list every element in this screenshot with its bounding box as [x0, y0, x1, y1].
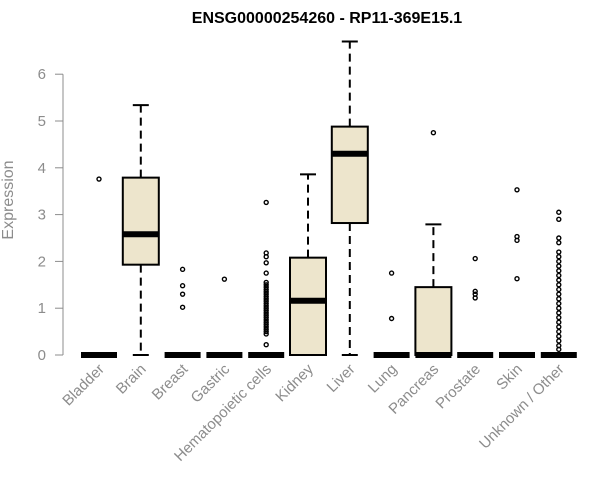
- box-group: [121, 104, 160, 356]
- outlier-point: [556, 239, 562, 246]
- box-group: [540, 209, 577, 358]
- outlier-point: [556, 300, 562, 307]
- outlier-point: [556, 282, 562, 288]
- outlier-point: [388, 315, 395, 322]
- outlier-point: [430, 129, 437, 136]
- outlier-point: [556, 305, 562, 311]
- box-group: [81, 176, 117, 358]
- x-category-label: Bladder: [59, 361, 108, 410]
- outlier-point: [556, 328, 562, 335]
- outlier-point: [556, 277, 562, 283]
- box-body: [330, 125, 369, 225]
- x-category-label: Brain: [113, 361, 150, 398]
- outlier-point: [179, 283, 186, 289]
- outlier-point: [96, 176, 102, 182]
- outlier-point: [556, 216, 562, 222]
- y-tick-label: 2: [38, 253, 46, 270]
- box-body: [414, 286, 453, 357]
- outlier-point: [556, 235, 562, 241]
- box-group: [330, 40, 369, 356]
- box-group: [457, 255, 494, 358]
- outlier-point: [556, 333, 562, 339]
- outlier-point: [472, 288, 478, 295]
- box-group: [164, 266, 201, 358]
- outlier-point: [514, 276, 520, 282]
- outlier-point: [388, 270, 395, 276]
- plot-area: [81, 40, 577, 358]
- x-category-label: Breast: [149, 360, 192, 403]
- outlier-point: [556, 310, 562, 316]
- box-group: [248, 199, 285, 358]
- y-tick-label: 1: [38, 300, 46, 317]
- x-category-label: Lung: [365, 361, 401, 397]
- outlier-point: [556, 272, 562, 279]
- y-axis-label: Expression: [0, 160, 17, 239]
- y-tick-label: 4: [38, 160, 46, 177]
- y-tick-label: 3: [38, 207, 46, 224]
- y-axis: 0 1 2 3 4 5 6: [38, 66, 64, 364]
- outlier-point: [556, 314, 562, 321]
- y-tick-label: 0: [38, 347, 46, 364]
- outlier-point: [472, 255, 478, 262]
- outlier-point: [556, 268, 562, 274]
- chart-title: ENSG00000254260 - RP11-369E15.1: [192, 10, 463, 27]
- outlier-point: [556, 319, 562, 325]
- outlier-point: [556, 296, 562, 302]
- outlier-point: [556, 209, 562, 215]
- outlier-point: [179, 266, 186, 273]
- outlier-point: [179, 304, 186, 310]
- box-group: [289, 173, 327, 357]
- outlier-point: [556, 249, 562, 255]
- outlier-point: [179, 291, 186, 297]
- box-group: [414, 129, 453, 358]
- outlier-point: [514, 233, 520, 240]
- outlier-point: [263, 199, 269, 206]
- outlier-point: [263, 260, 269, 266]
- outlier-point: [556, 286, 562, 293]
- box-group: [499, 187, 535, 358]
- box-body: [289, 256, 327, 357]
- outlier-point: [556, 291, 562, 297]
- outlier-point: [263, 279, 269, 286]
- x-category-label: Kidney: [272, 360, 317, 405]
- x-category-label: Prostate: [432, 361, 484, 413]
- outlier-point: [556, 263, 562, 269]
- outlier-point: [514, 187, 520, 193]
- outlier-point: [263, 342, 269, 348]
- y-tick-label: 5: [38, 113, 46, 130]
- outlier-point: [221, 276, 228, 282]
- box-group: [206, 276, 243, 358]
- outlier-point: [556, 254, 562, 260]
- outlier-point: [556, 324, 562, 330]
- outlier-point: [556, 258, 562, 265]
- box-body: [121, 176, 160, 266]
- outlier-point: [263, 270, 269, 276]
- y-tick-label: 6: [38, 66, 46, 83]
- outlier-point: [556, 338, 562, 344]
- box-group: [373, 270, 410, 358]
- outlier-point: [472, 291, 478, 297]
- x-category-label: Skin: [493, 361, 526, 394]
- outlier-point: [263, 250, 269, 256]
- x-category-label: Liver: [324, 361, 359, 396]
- outlier-point: [263, 282, 269, 288]
- outlier-point: [556, 342, 562, 349]
